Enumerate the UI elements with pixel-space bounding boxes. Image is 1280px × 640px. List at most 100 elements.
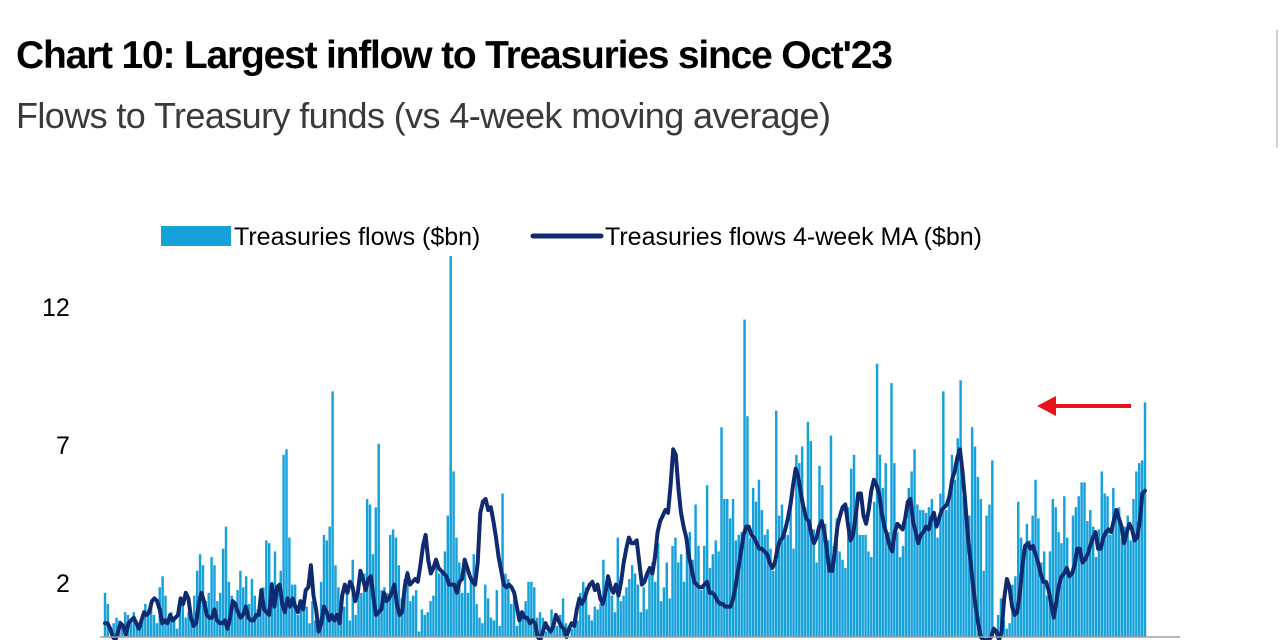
flow-bar bbox=[170, 612, 173, 637]
flow-bar bbox=[593, 606, 596, 637]
flow-bar bbox=[155, 623, 159, 637]
flow-bar bbox=[705, 485, 709, 637]
flow-bar bbox=[187, 612, 190, 637]
flow-bar bbox=[256, 609, 259, 637]
flow-bar bbox=[504, 573, 507, 637]
flow-bar bbox=[103, 592, 107, 637]
flow-bar bbox=[973, 446, 977, 637]
flow-bar bbox=[495, 590, 499, 637]
flow-bar bbox=[1112, 487, 1115, 637]
flow-bar bbox=[1091, 526, 1095, 637]
flow-bar bbox=[288, 537, 291, 637]
flow-bar bbox=[847, 507, 850, 637]
flow-bar bbox=[319, 581, 323, 637]
flow-bar bbox=[561, 598, 565, 637]
flow-bar bbox=[129, 623, 133, 637]
flow-bar bbox=[1074, 507, 1078, 637]
flow-bar bbox=[337, 587, 340, 637]
flow-bar bbox=[544, 631, 547, 637]
flow-bar bbox=[181, 603, 185, 637]
flow-bar bbox=[112, 623, 115, 637]
flow-bar bbox=[919, 510, 922, 637]
flow-bar bbox=[363, 573, 366, 637]
flow-bar bbox=[1129, 540, 1132, 637]
flow-bar bbox=[682, 581, 686, 637]
flow-bar bbox=[835, 518, 838, 637]
flow-bar bbox=[530, 581, 533, 637]
flow-bar bbox=[486, 598, 490, 637]
flow-bar bbox=[265, 540, 268, 637]
flow-bar bbox=[417, 631, 421, 637]
flow-bar bbox=[942, 391, 945, 637]
flow-bar bbox=[878, 454, 882, 637]
flow-bar bbox=[599, 603, 602, 637]
flow-bar bbox=[311, 601, 314, 637]
flow-bar bbox=[1068, 576, 1072, 637]
flow-bar bbox=[167, 620, 170, 637]
flow-bar bbox=[844, 568, 847, 637]
flow-bar bbox=[380, 590, 383, 637]
flow-bar bbox=[354, 614, 357, 637]
flow-bar bbox=[694, 504, 697, 637]
flow-bar bbox=[1022, 548, 1026, 637]
flow-bar bbox=[590, 620, 594, 637]
flow-bar bbox=[400, 598, 403, 637]
flow-bar bbox=[296, 614, 300, 637]
flow-bar bbox=[443, 551, 447, 637]
flow-bar bbox=[772, 570, 775, 637]
flow-bar bbox=[726, 499, 729, 637]
flow-bar bbox=[175, 628, 179, 637]
flow-bar bbox=[861, 534, 864, 637]
flow-bar bbox=[432, 595, 435, 637]
y-axis-ticks: 12 7 2 bbox=[42, 294, 70, 598]
flow-bar bbox=[656, 543, 660, 637]
flow-bar bbox=[1077, 496, 1080, 637]
flow-bar bbox=[481, 623, 484, 637]
flow-bar bbox=[440, 573, 444, 637]
flow-bar bbox=[985, 515, 988, 637]
flow-bar bbox=[475, 603, 478, 637]
flow-bar bbox=[708, 568, 712, 637]
edge-divider bbox=[1276, 30, 1278, 148]
flow-bar bbox=[267, 543, 271, 637]
flow-bar bbox=[1126, 515, 1129, 637]
flow-bar bbox=[345, 587, 349, 637]
flow-bar bbox=[596, 609, 599, 637]
flow-bar bbox=[1103, 493, 1106, 637]
flow-bar bbox=[685, 537, 689, 637]
flow-bar bbox=[916, 504, 919, 637]
flow-bar bbox=[276, 587, 280, 637]
flow-bar bbox=[636, 584, 640, 637]
flow-bar bbox=[783, 534, 787, 637]
flow-bar bbox=[204, 601, 208, 637]
flow-bar bbox=[674, 537, 677, 637]
flow-bar bbox=[1100, 471, 1104, 637]
flow-bar bbox=[325, 540, 329, 637]
annotation-arrow bbox=[1037, 396, 1131, 416]
legend-bars-swatch bbox=[161, 226, 231, 246]
flow-bar bbox=[697, 545, 700, 637]
flow-bar bbox=[1017, 501, 1020, 637]
flow-bar bbox=[403, 579, 406, 637]
flow-bar bbox=[302, 601, 306, 637]
flow-bar bbox=[622, 595, 625, 637]
flow-bar bbox=[190, 623, 193, 637]
flow-bar bbox=[780, 504, 784, 637]
flow-bar bbox=[397, 565, 401, 637]
flow-bar bbox=[582, 581, 585, 637]
flow-bar bbox=[374, 507, 378, 637]
flow-bar bbox=[314, 620, 317, 637]
flow-bar bbox=[645, 609, 648, 637]
flow-bar bbox=[901, 545, 905, 637]
flow-bar bbox=[956, 438, 959, 637]
flow-bar bbox=[633, 573, 637, 637]
flow-bar bbox=[1097, 529, 1101, 637]
flow-bar bbox=[1045, 595, 1049, 637]
flow-bar bbox=[498, 625, 501, 637]
flow-bar bbox=[334, 565, 337, 637]
flow-bar bbox=[221, 548, 225, 637]
flow-bar bbox=[262, 587, 265, 637]
flow-bar bbox=[642, 587, 645, 637]
flow-bar bbox=[792, 548, 795, 637]
flow-bar bbox=[605, 581, 608, 637]
